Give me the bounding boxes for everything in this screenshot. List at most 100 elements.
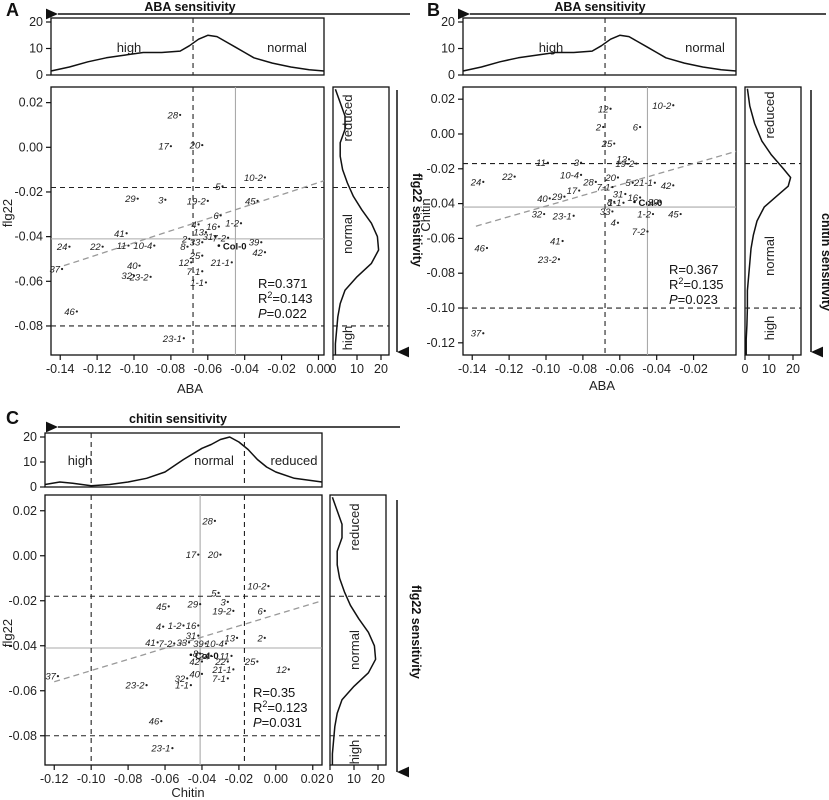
x-tick-label: -0.04 bbox=[230, 362, 259, 376]
data-point bbox=[201, 254, 204, 257]
data-point bbox=[210, 654, 213, 657]
y-tick-label: -0.08 bbox=[427, 266, 456, 280]
data-point-label: 10-4 bbox=[560, 170, 579, 181]
data-point-label: 25 bbox=[189, 251, 201, 262]
side-axis-title: flg22 sensitivity bbox=[409, 585, 423, 679]
data-point bbox=[56, 675, 60, 678]
data-point bbox=[197, 223, 200, 226]
data-point bbox=[197, 553, 200, 556]
data-point bbox=[164, 198, 167, 201]
data-point bbox=[199, 603, 202, 606]
data-point-label: 32 bbox=[175, 674, 186, 685]
data-point-label: 11 bbox=[536, 158, 546, 169]
x-tick-label: -0.12 bbox=[83, 362, 112, 376]
scatter-plot: -0.12 -0.10 -0.08 -0.06 -0.04 -0.02 0.00 0.02 0.… bbox=[9, 494, 325, 786]
reference-point-label: Col-0 bbox=[223, 242, 247, 253]
x-tick-label: -0.10 bbox=[532, 362, 561, 376]
data-point-label: 1-2 bbox=[168, 621, 182, 632]
y-axis-label: flg22 bbox=[0, 619, 15, 647]
data-point bbox=[200, 660, 204, 663]
data-point-label: 29 bbox=[187, 600, 199, 611]
data-point-label: 31 bbox=[186, 631, 197, 642]
y-tick-label: -0.06 bbox=[427, 231, 456, 245]
y-tick-label: 10 bbox=[29, 42, 43, 56]
data-point-label: 28 bbox=[582, 177, 594, 188]
data-point-label: 24 bbox=[198, 651, 210, 662]
data-point bbox=[221, 185, 224, 188]
data-point bbox=[482, 180, 485, 183]
data-point bbox=[217, 225, 220, 228]
data-point bbox=[613, 142, 616, 145]
x-tick-label: -0.02 bbox=[225, 772, 254, 786]
x-tick-label: -0.08 bbox=[157, 362, 186, 376]
data-point-label: 21-1 bbox=[633, 178, 653, 189]
data-point-label: 19-2 bbox=[212, 606, 232, 617]
r2-prefix: R bbox=[669, 277, 678, 292]
data-point-label: 13 bbox=[616, 155, 627, 166]
y-tick-label: -0.08 bbox=[15, 319, 44, 333]
y-tick-label: 0.02 bbox=[19, 96, 43, 110]
x-tick-label: -0.12 bbox=[40, 772, 69, 786]
y-tick-label: -0.04 bbox=[15, 230, 44, 244]
data-point bbox=[197, 634, 200, 637]
data-point-label: 7-2 bbox=[212, 233, 226, 244]
data-point bbox=[557, 258, 561, 261]
data-point-label: 39 bbox=[648, 197, 659, 208]
data-point bbox=[602, 125, 605, 129]
data-point-label: 28 bbox=[167, 110, 179, 121]
y-tick-label: 0.00 bbox=[19, 140, 43, 154]
y-tick-label: 10 bbox=[23, 455, 37, 469]
data-point bbox=[219, 553, 222, 556]
data-point-label: 6 bbox=[257, 606, 263, 617]
data-point-label: 17 bbox=[186, 550, 197, 561]
data-point bbox=[224, 642, 228, 645]
data-point-label: 22 bbox=[89, 242, 101, 253]
p-value: =0.022 bbox=[267, 306, 307, 321]
x-tick-label: 0.00 bbox=[306, 362, 330, 376]
data-point-label: 12 bbox=[179, 258, 190, 269]
r2-value: =0.135 bbox=[683, 277, 723, 292]
data-point bbox=[638, 125, 642, 129]
regression-line bbox=[54, 600, 323, 683]
data-point bbox=[206, 199, 209, 202]
top-region-label: normal bbox=[685, 40, 725, 55]
x-axis-label: ABA bbox=[589, 378, 615, 393]
data-point bbox=[226, 236, 230, 239]
top-axis-title: ABA sensitivity bbox=[144, 0, 235, 14]
top-region-label: normal bbox=[194, 453, 234, 468]
data-point bbox=[579, 173, 583, 176]
density-frame bbox=[332, 86, 390, 356]
data-point bbox=[616, 221, 620, 224]
x-tick-label: -0.14 bbox=[458, 362, 487, 376]
data-point-label: 46 bbox=[149, 717, 160, 728]
data-point-label: 3 bbox=[158, 195, 164, 206]
data-point bbox=[230, 261, 233, 264]
data-point-label: 12 bbox=[276, 665, 287, 676]
data-point bbox=[201, 143, 204, 147]
data-point-label: 1-1 bbox=[608, 198, 622, 209]
data-point bbox=[217, 591, 220, 594]
data-point bbox=[263, 636, 266, 639]
data-point-label: 1-1 bbox=[190, 278, 204, 289]
data-point bbox=[659, 200, 662, 203]
data-point-label: 24 bbox=[470, 177, 482, 188]
data-point-label: 24 bbox=[56, 242, 68, 253]
x-tick-label: 20 bbox=[371, 772, 385, 786]
data-point-label: 10-2 bbox=[244, 173, 264, 184]
data-point-label: 2 bbox=[595, 123, 602, 134]
x-tick-label: 0 bbox=[327, 772, 334, 786]
data-point bbox=[127, 244, 130, 247]
data-point-label: 8 bbox=[193, 649, 199, 660]
data-point-label: 37 bbox=[45, 672, 56, 683]
y-tick-label: 20 bbox=[23, 430, 37, 444]
data-point bbox=[653, 181, 656, 184]
data-point-label: 33 bbox=[600, 207, 611, 218]
x-tick-label: 10 bbox=[347, 772, 361, 786]
data-point bbox=[226, 660, 229, 663]
data-point-label: 31 bbox=[613, 190, 624, 201]
p-label: P bbox=[669, 292, 678, 307]
y-tick-label: 20 bbox=[29, 15, 43, 29]
data-point bbox=[186, 245, 189, 248]
data-point-label: 23-1 bbox=[162, 334, 182, 345]
reference-point-label: Col-0 bbox=[639, 198, 663, 209]
